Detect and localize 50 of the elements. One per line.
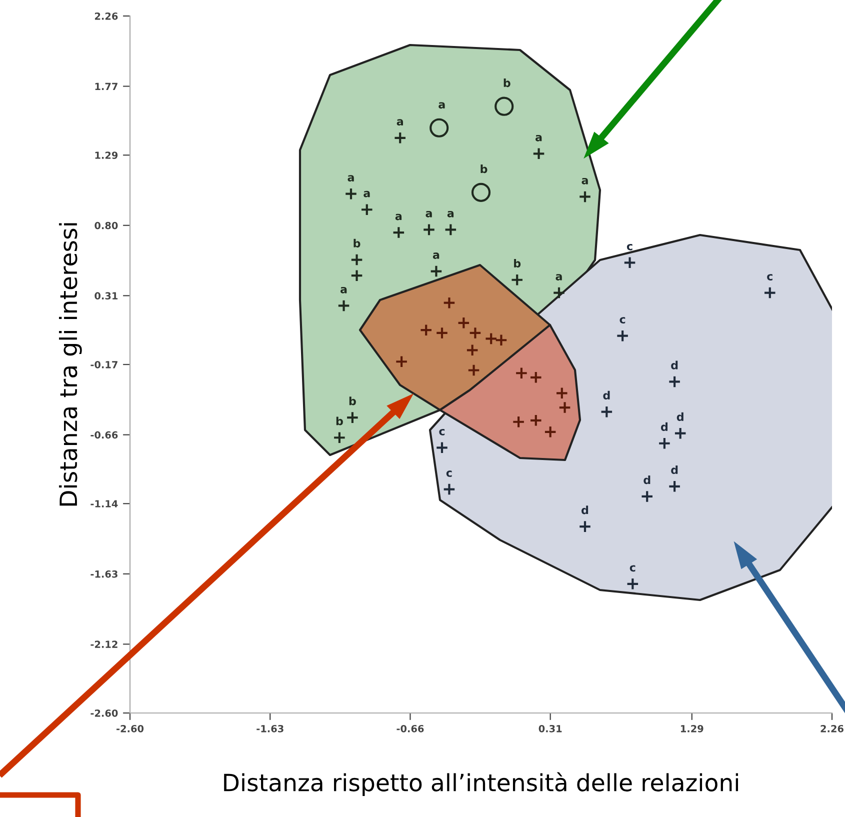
text: d	[644, 476, 650, 484]
text: a	[536, 134, 542, 142]
series-label: b	[504, 78, 510, 88]
text: c	[620, 317, 626, 324]
text: b	[354, 238, 360, 248]
text: a	[395, 214, 402, 220]
text: a	[432, 252, 440, 259]
text: a	[426, 210, 432, 218]
y-tick-label: 0.31	[94, 292, 118, 300]
series-label: b	[336, 416, 343, 426]
text: b	[480, 164, 488, 174]
y-tick-label: -0.66	[90, 431, 118, 439]
x-axis-title: Distanza rispetto all’intensità delle relazioni	[224, 772, 738, 796]
y-tick-label: -1.63	[90, 570, 118, 578]
text: d	[603, 390, 610, 400]
x-tick-label: 0.31	[538, 724, 562, 732]
text: a	[396, 119, 403, 126]
y-tick-label: -0.17	[90, 360, 118, 368]
x-tick-label: 2.26	[820, 724, 844, 732]
y-tick-label: -2.60	[90, 709, 118, 717]
y-tick-label: 2.26	[94, 12, 118, 20]
text: a	[340, 286, 347, 294]
text: d	[676, 412, 684, 421]
text: a	[556, 274, 562, 280]
text: a	[447, 210, 454, 218]
text: c	[446, 470, 452, 477]
series-label: a	[438, 102, 445, 109]
x-tick-label: -2.60	[116, 724, 144, 732]
text: c	[439, 428, 445, 436]
x-tick-label: -0.66	[396, 724, 424, 732]
text: d	[671, 465, 678, 474]
x-tick-label: 1.29	[680, 724, 704, 732]
y-tick-label: 0.80	[94, 222, 118, 230]
y-tick-label: -2.12	[90, 640, 118, 648]
series-label: c	[630, 565, 636, 572]
text: a	[582, 178, 588, 184]
y-tick-label: 1.77	[95, 82, 118, 90]
text: a	[348, 175, 354, 182]
text: c	[767, 274, 772, 280]
y-tick-label: 1.29	[95, 152, 118, 159]
text: b	[349, 396, 356, 406]
x-tick-label: -1.63	[256, 724, 284, 732]
y-axis-title: Distanza tra gli interessi	[58, 223, 82, 506]
text: c	[626, 244, 632, 250]
text: b	[514, 258, 521, 268]
text: d	[660, 422, 668, 432]
series-label: a	[364, 190, 370, 198]
text: d	[671, 360, 678, 370]
series-label: d	[582, 506, 588, 514]
y-tick-label: -1.14	[90, 500, 118, 508]
